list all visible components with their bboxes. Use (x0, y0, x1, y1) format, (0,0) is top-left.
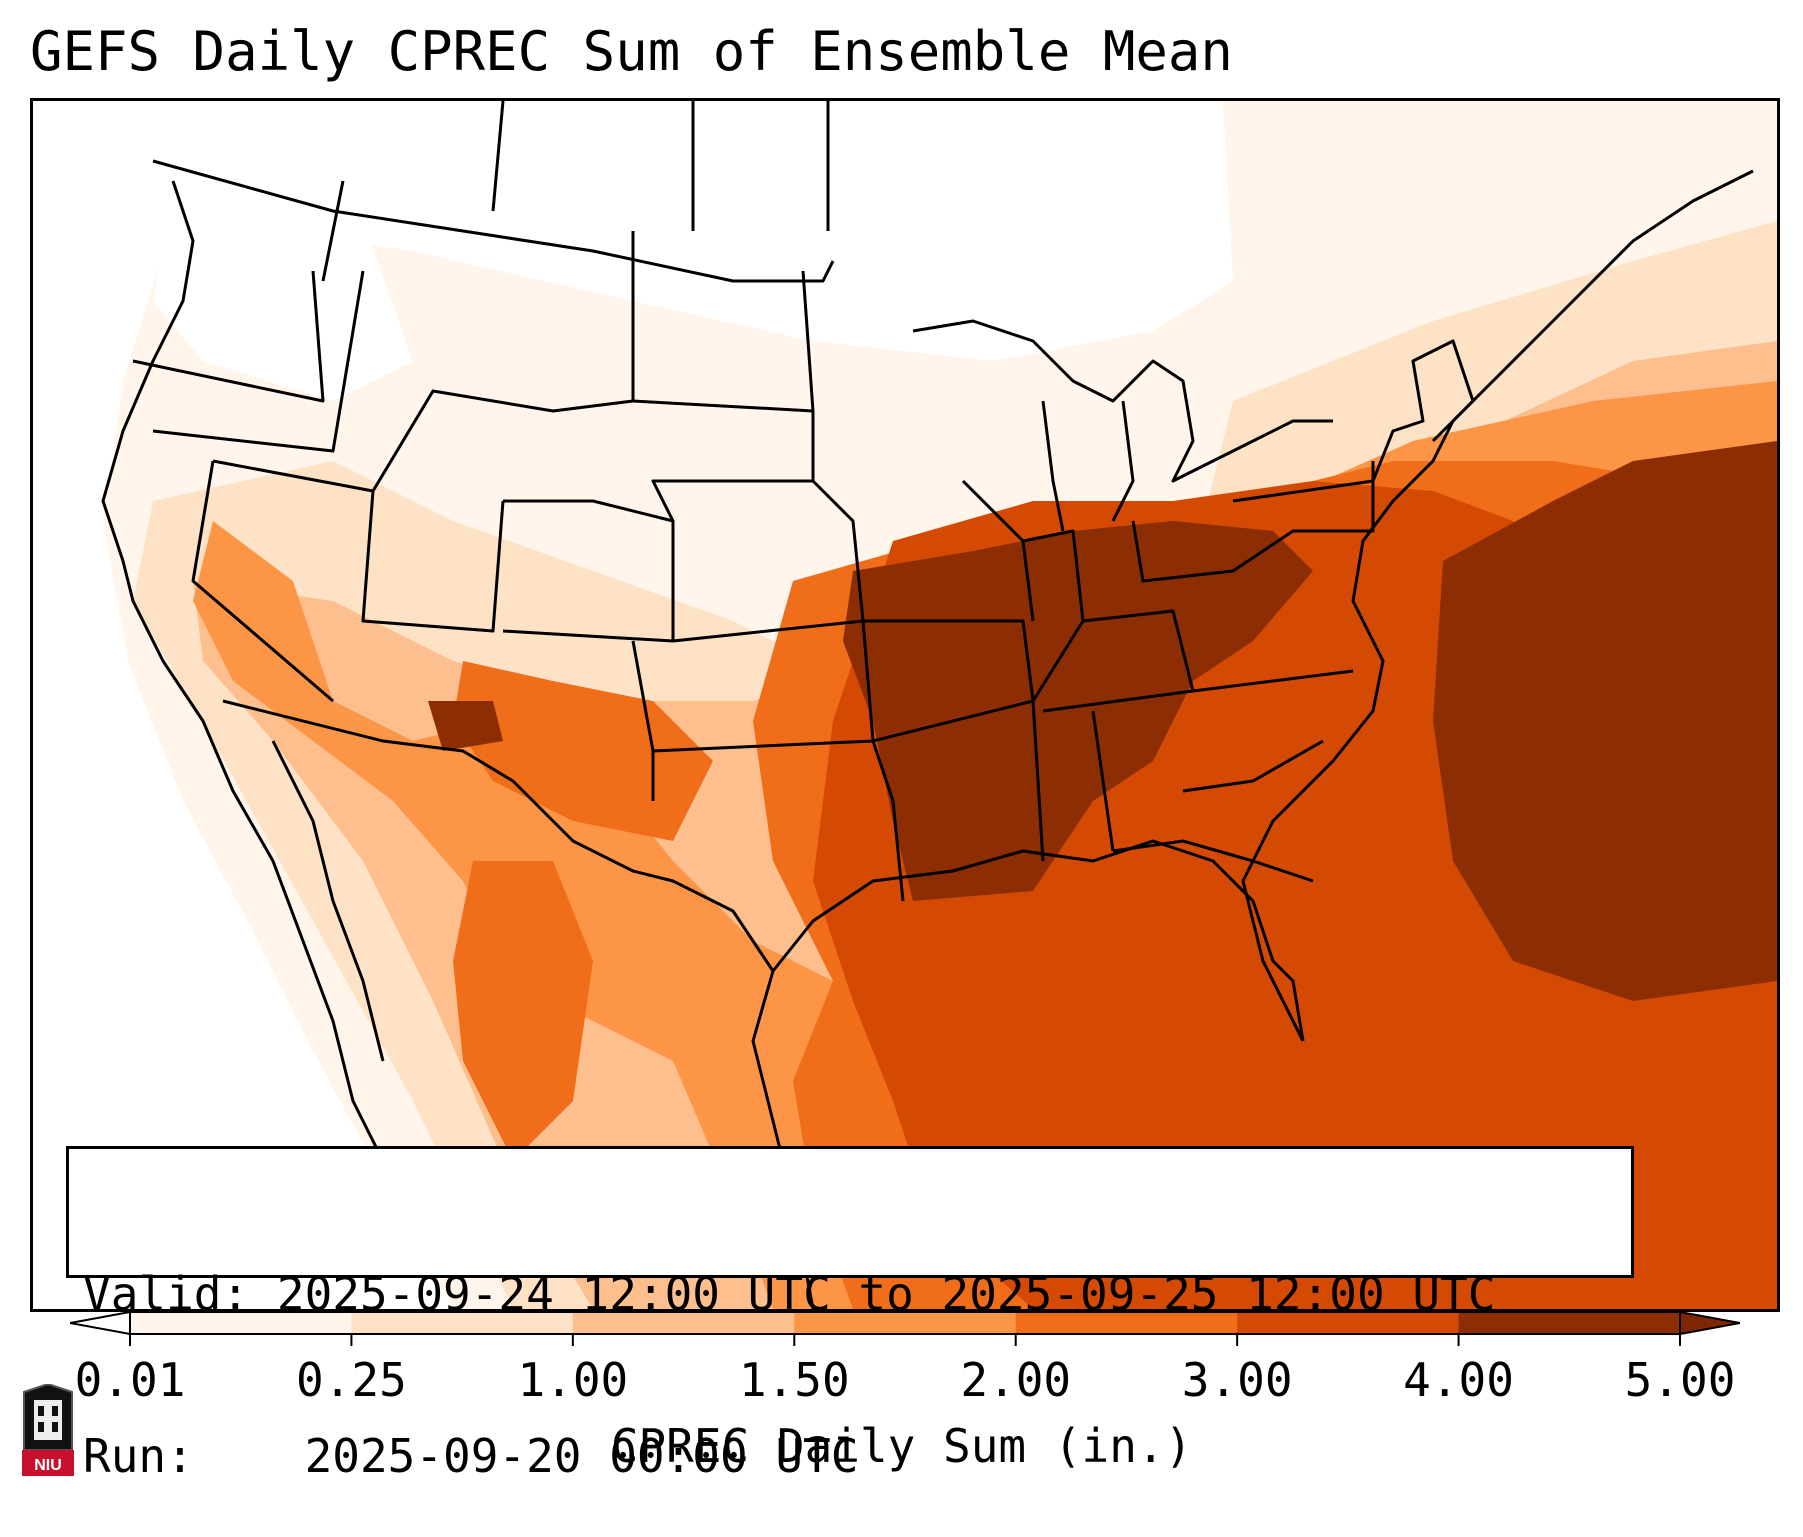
niu-logo-text: NIU (34, 1457, 62, 1474)
map-title: GEFS Daily CPREC Sum of Ensemble Mean (30, 20, 1233, 83)
precip-band-max-mississippi (843, 521, 1313, 901)
precip-band-dark-orange-mx (453, 861, 593, 1161)
colorbar-tick-label: 3.00 (1181, 1353, 1293, 1407)
great-lakes (912, 319, 1333, 532)
us-canada-border (152, 159, 835, 283)
run-value: 2025-09-20 00:00 UTC (304, 1429, 859, 1483)
colorbar-over-arrow (1679, 1310, 1741, 1336)
precip-band-max-atlantic (1433, 441, 1777, 1001)
niu-logo-icon: NIU (22, 1382, 74, 1476)
state-borders-northeast (1232, 339, 1475, 503)
no-precip-nw (153, 181, 413, 401)
colorbar-svg (69, 1310, 1741, 1346)
precip-map (33, 101, 1777, 1309)
colorbar (69, 1310, 1741, 1356)
precip-band-max-nm (428, 701, 503, 751)
atlantic-coast (1241, 169, 1754, 1042)
run-line: Run: 2025-09-20 00:00 UTC (83, 1429, 1631, 1483)
colorbar-under-arrow (69, 1310, 131, 1336)
colorbar-segment (130, 1312, 352, 1334)
colorbar-segment (794, 1312, 1017, 1334)
colorbar-segment (1458, 1312, 1681, 1334)
colorbar-tick-label: 1.00 (517, 1353, 629, 1407)
state-borders-west (132, 231, 675, 703)
colorbar-tick-label: 0.25 (296, 1353, 407, 1407)
colorbar-tick-label: 2.00 (960, 1353, 1072, 1407)
precip-band-dark-orange-sw (453, 661, 713, 841)
colorbar-segment (572, 1312, 795, 1334)
west-coast (101, 180, 395, 1182)
niu-logo: NIU (20, 1382, 76, 1480)
no-precip-pacific (33, 101, 453, 1309)
colorbar-segment (1015, 1312, 1238, 1334)
colorbar-label: CPREC Daily Sum (in.) (610, 1419, 1193, 1473)
map-panel (30, 98, 1780, 1312)
colorbar-tick-label: 1.50 (738, 1353, 850, 1407)
run-label: Run: (83, 1429, 194, 1483)
colorbar-outline (129, 1311, 1681, 1335)
canada-provincial-borders (321, 101, 830, 282)
colorbar-tick-label: 5.00 (1624, 1353, 1736, 1407)
colorbar-tick-label: 0.01 (74, 1353, 186, 1407)
colorbar-tick-label: 4.00 (1403, 1353, 1514, 1407)
colorbar-segment (351, 1312, 574, 1334)
us-mexico-border (222, 699, 775, 972)
colorbar-segment (1237, 1312, 1460, 1334)
valid-run-info-box: Valid: 2025-09-24 12:00 UTC to 2025-09-2… (66, 1146, 1634, 1483)
state-borders-east (1022, 461, 1375, 883)
baja-california-coast (271, 740, 385, 1062)
